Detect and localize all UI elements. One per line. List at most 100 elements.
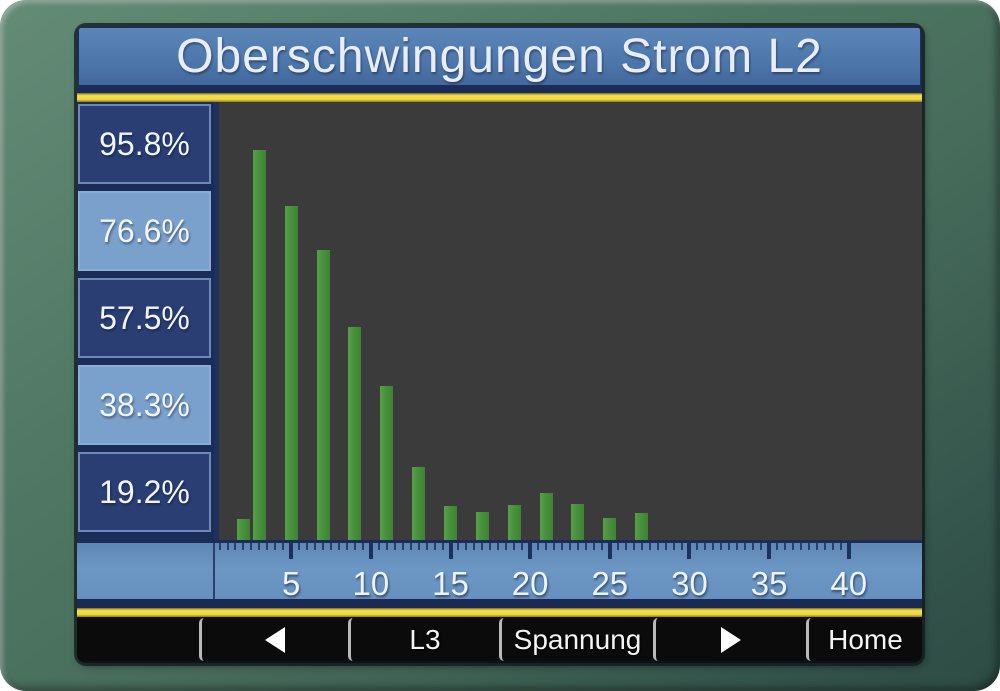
spannung-button-label: Spannung xyxy=(513,623,642,655)
y-axis-label: 57.5% xyxy=(99,299,190,336)
x-axis-minor-tick xyxy=(616,543,619,550)
x-axis-tick-label: 25 xyxy=(591,565,629,602)
x-axis-minor-tick xyxy=(728,543,731,550)
x-axis-minor-tick xyxy=(330,543,333,550)
y-axis-label-box: 19.2% xyxy=(78,452,226,532)
x-axis-minor-tick xyxy=(799,543,802,550)
x-axis-major-tick xyxy=(607,543,612,559)
x-axis-minor-tick xyxy=(736,543,739,550)
x-axis-minor-tick xyxy=(784,543,787,550)
x-axis-minor-tick xyxy=(314,543,317,550)
x-axis-minor-tick xyxy=(792,543,794,550)
x-axis-minor-tick xyxy=(632,543,635,550)
x-axis-minor-tick xyxy=(624,543,627,550)
x-axis-minor-tick xyxy=(576,543,579,550)
x-axis-minor-tick xyxy=(648,543,651,550)
x-axis-major-tick xyxy=(448,543,453,559)
x-axis-minor-tick xyxy=(258,543,261,550)
softkey-bar: L3 Spannung Home xyxy=(77,618,922,661)
x-axis-minor-tick xyxy=(234,543,237,550)
l3-button-label: L3 xyxy=(409,623,441,655)
x-axis-minor-tick xyxy=(497,543,500,550)
page-title: Oberschwingungen Strom L2 xyxy=(176,30,823,83)
harmonic-bar-h7 xyxy=(316,249,330,540)
x-axis-minor-tick xyxy=(839,543,842,550)
x-axis-minor-tick xyxy=(823,543,826,550)
x-axis-minor-tick xyxy=(664,543,667,550)
x-axis-minor-tick xyxy=(672,543,675,550)
x-axis-minor-tick xyxy=(274,543,277,550)
divider-yellow-top xyxy=(77,93,922,102)
x-axis-minor-tick xyxy=(807,543,810,550)
x-axis-minor-tick xyxy=(815,543,818,550)
x-axis-divider xyxy=(213,543,215,599)
x-axis-minor-tick xyxy=(760,543,763,550)
x-axis-minor-tick xyxy=(322,543,325,550)
x-axis-minor-tick xyxy=(282,543,285,550)
x-axis-minor-tick xyxy=(425,543,428,550)
x-axis-minor-tick xyxy=(266,543,269,550)
x-axis-major-tick xyxy=(767,543,772,559)
x-axis-minor-tick xyxy=(545,543,548,550)
y-axis-label: 95.8% xyxy=(99,125,190,162)
title-bar: Oberschwingungen Strom L2 xyxy=(77,26,922,87)
x-axis-tick-label: 5 xyxy=(282,565,301,602)
spannung-button[interactable]: Spannung xyxy=(499,618,653,661)
x-axis-minor-tick xyxy=(776,543,779,550)
x-axis-minor-tick xyxy=(696,543,699,550)
x-axis-minor-tick xyxy=(441,543,444,550)
x-axis-minor-tick xyxy=(345,543,348,550)
x-axis-minor-tick xyxy=(473,543,476,550)
y-axis-labels: 95.8% 76.6% 57.5% 38.3% 19.2% xyxy=(77,102,226,540)
softkey-blank-button xyxy=(77,618,199,661)
x-axis-minor-tick xyxy=(338,543,340,550)
y-axis-label: 38.3% xyxy=(99,386,190,423)
x-axis-minor-tick xyxy=(393,543,396,550)
harmonic-bar-h17 xyxy=(475,512,489,540)
x-axis-major-tick xyxy=(528,543,533,559)
x-axis-minor-tick xyxy=(600,543,603,550)
x-axis-minor-tick xyxy=(250,543,253,550)
divider-navy-bottom xyxy=(77,599,922,608)
x-axis-minor-tick xyxy=(513,543,516,550)
x-axis-tick-label: 30 xyxy=(671,565,708,602)
x-axis-minor-tick xyxy=(465,543,468,550)
x-axis-major-tick xyxy=(289,543,294,559)
x-axis-major-tick xyxy=(846,543,851,559)
x-axis-minor-tick xyxy=(704,543,707,550)
x-axis-minor-tick xyxy=(218,543,221,550)
harmonic-bar-h25 xyxy=(603,518,617,540)
x-axis-minor-tick xyxy=(553,543,556,550)
x-axis-minor-tick xyxy=(568,543,571,550)
next-button[interactable] xyxy=(653,618,806,661)
x-axis-tick-label: 20 xyxy=(511,565,549,602)
harmonic-bar-h11 xyxy=(380,386,394,540)
x-axis-major-tick xyxy=(687,543,692,559)
y-axis-label-box: 38.3% xyxy=(78,365,226,445)
x-axis-minor-tick xyxy=(377,543,380,550)
harmonics-chart xyxy=(214,102,922,540)
x-axis-minor-tick xyxy=(680,543,683,550)
x-axis-minor-tick xyxy=(226,543,229,550)
x-axis-minor-tick xyxy=(712,543,715,550)
x-axis-minor-tick xyxy=(401,543,404,550)
harmonic-bar-h9 xyxy=(348,327,362,540)
x-axis-minor-tick xyxy=(409,543,412,550)
x-axis-minor-tick xyxy=(489,543,492,550)
harmonic-bar-h21 xyxy=(539,492,553,540)
x-axis: 5 10 15 20 25 30 35 40 xyxy=(77,540,922,602)
harmonic-bar-h2 xyxy=(236,518,250,540)
divider-yellow-bottom xyxy=(77,608,922,617)
harmonic-bar-h15 xyxy=(444,506,458,540)
left-arrow-icon xyxy=(265,626,285,653)
x-axis-tick-label: 40 xyxy=(830,565,868,602)
l3-button[interactable]: L3 xyxy=(348,618,499,661)
x-axis-minor-tick xyxy=(457,543,460,550)
y-axis-label-box: 57.5% xyxy=(78,278,226,358)
right-arrow-icon xyxy=(721,626,741,653)
prev-button[interactable] xyxy=(199,618,348,661)
y-axis-label: 76.6% xyxy=(99,212,190,249)
x-axis-minor-tick xyxy=(298,543,301,550)
home-button[interactable]: Home xyxy=(806,618,922,661)
